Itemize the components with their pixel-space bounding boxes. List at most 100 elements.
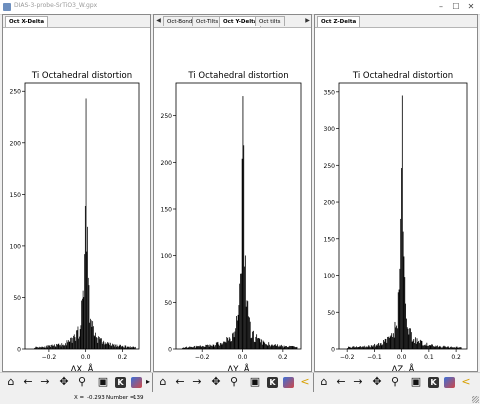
histogram-bar [388,336,389,349]
histogram-bar [118,345,120,349]
histogram-bar [34,348,35,349]
histogram-bar [432,346,434,349]
tab-scroll-right-icon[interactable]: ▶ [305,17,310,24]
histogram-bar [351,347,353,349]
tab-strip-middle: ◀ Oct-Bond Oct-Tilts Oct Y-Delta Oct til… [154,15,311,28]
back-arrow-icon[interactable]: ← [175,375,185,388]
histogram-bar [100,338,102,349]
histogram-bar [223,341,224,349]
home-icon[interactable]: ⌂ [7,375,15,388]
histogram-bar [116,344,118,349]
histogram-bar [397,328,398,349]
histogram-bar [238,305,240,349]
overflow-icon[interactable]: ▸ [145,377,150,386]
plot-panel-z: Oct Z-Delta Ti Octahedral distortion 0 50 1… [314,14,478,372]
histogram-bar [220,343,222,349]
close-icon[interactable]: ✕ [467,2,475,11]
histogram-bar [240,273,241,349]
x-tick-label: 0.0 [397,354,407,361]
subplots-icon[interactable]: < [300,375,310,388]
histogram-bar [432,344,433,349]
axes-frame [338,82,468,350]
histogram-bar [275,345,277,349]
histogram-bar [48,345,49,349]
save-icon[interactable]: ▣ [249,375,261,388]
histogram-bar [109,342,111,349]
histogram-bar [405,303,406,349]
minimize-icon[interactable]: – [439,2,443,11]
x-tick-label: 0.0 [238,354,248,361]
zoom-icon[interactable]: ⚲ [390,375,400,388]
save-icon[interactable]: ▣ [410,375,422,388]
forward-arrow-icon[interactable]: → [40,375,50,388]
key-icon[interactable]: K [115,377,126,388]
histogram-bar [458,347,460,349]
histogram-bar [54,346,56,349]
histogram-bar [113,344,115,349]
resize-grip[interactable] [472,396,479,403]
tab-oct-tilts[interactable]: Oct-Tilts [192,16,223,26]
histogram-bar [76,330,77,349]
histogram-bar [259,338,261,349]
pan-icon[interactable]: ✥ [59,375,69,388]
histogram-bar [383,340,384,349]
maximize-icon[interactable]: ☐ [452,2,460,11]
histogram-bar [105,344,107,349]
pan-icon[interactable]: ✥ [372,375,382,388]
histogram-bar [198,346,200,349]
histogram-bar [390,335,392,349]
y-tick-label: 50 [13,295,21,302]
histogram-bar [213,344,215,349]
key-icon[interactable]: K [428,377,439,388]
image-icon[interactable] [283,377,294,388]
pan-icon[interactable]: ✥ [211,375,221,388]
histogram-bar [290,346,291,349]
histogram-bar [392,333,394,349]
back-arrow-icon[interactable]: ← [23,375,33,388]
y-tick-label: 0 [331,347,335,354]
histogram-bar [386,342,388,349]
y-tick-label: 250 [161,113,173,120]
histogram-bar [123,347,124,349]
histogram-bar [232,332,234,349]
zoom-icon[interactable]: ⚲ [77,375,87,388]
tab-oct-tilts-2[interactable]: Oct tilts [255,16,285,26]
histogram-y-plot: Ti Octahedral distortion 0 50 100 150 200 250 −… [161,71,302,371]
histogram-bar [272,345,274,349]
tab-oct-x-delta[interactable]: Oct X-Delta [5,16,49,27]
back-arrow-icon[interactable]: ← [336,375,346,388]
histogram-bar [222,343,224,349]
histogram-bar [216,342,218,349]
home-icon[interactable]: ⌂ [320,375,328,388]
histogram-bar [366,347,368,349]
save-icon[interactable]: ▣ [97,375,109,388]
plot-panel-y: ◀ Oct-Bond Oct-Tilts Oct Y-Delta Oct til… [153,14,312,372]
histogram-bar [455,346,457,349]
tab-scroll-left-icon[interactable]: ◀ [156,17,161,24]
histogram-bar [240,273,242,349]
x-axis-label: ΔZ, Å [392,363,415,371]
histogram-bar [184,347,186,349]
x-tick-label: −0.2 [42,354,57,361]
key-icon[interactable]: K [267,377,278,388]
histogram-bar [261,339,262,349]
subplots-icon[interactable]: < [461,375,471,388]
forward-arrow-icon[interactable]: → [192,375,202,388]
tab-oct-z-delta[interactable]: Oct Z-Delta [317,16,361,27]
histogram-bar [435,345,437,349]
histogram-bar [372,346,374,349]
histogram-bar [359,346,361,349]
home-icon[interactable]: ⌂ [159,375,167,388]
histogram-bar [269,344,270,349]
histogram-bar [394,321,396,349]
histogram-bar [71,342,73,349]
forward-arrow-icon[interactable]: → [353,375,363,388]
histogram-bar [234,331,236,349]
histogram-bar [257,338,259,349]
image-icon[interactable] [444,377,455,388]
x-tick-label: 0.2 [118,354,128,361]
histogram-bar [92,321,94,349]
histogram-bar [70,337,72,349]
image-icon[interactable] [131,377,142,388]
zoom-icon[interactable]: ⚲ [229,375,239,388]
